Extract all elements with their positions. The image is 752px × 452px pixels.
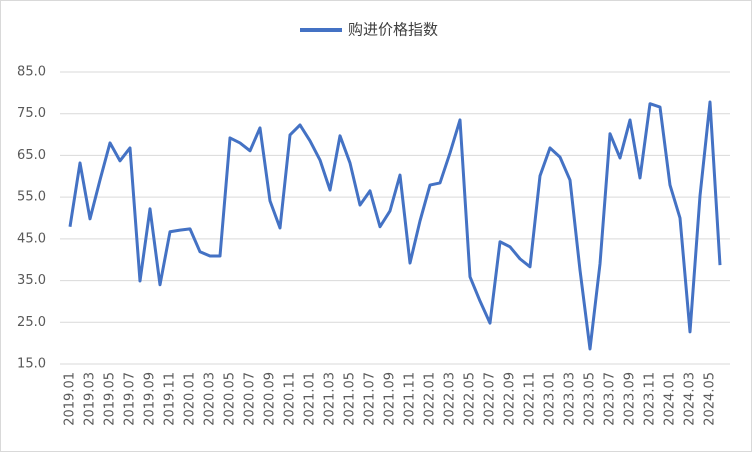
x-tick-label: 2023.03 — [563, 372, 578, 426]
x-tick-label: 2020.01 — [183, 372, 198, 426]
y-tick-label: 15.0 — [17, 357, 46, 372]
x-tick-label: 2021.07 — [363, 372, 378, 426]
x-tick-label: 2019.11 — [163, 372, 178, 426]
x-tick-label: 2023.05 — [583, 372, 598, 426]
x-tick-label: 2020.03 — [203, 372, 218, 426]
y-tick-label: 85.0 — [17, 65, 46, 80]
y-tick-label: 35.0 — [17, 273, 46, 288]
y-tick-label: 75.0 — [17, 106, 46, 121]
x-tick-label: 2024.03 — [683, 372, 698, 426]
x-tick-label: 2019.07 — [123, 372, 138, 426]
x-tick-label: 2023.11 — [643, 372, 658, 426]
x-tick-label: 2020.11 — [283, 372, 298, 426]
y-tick-label: 65.0 — [17, 148, 46, 163]
x-tick-label: 2020.05 — [223, 372, 238, 426]
x-tick-label: 2024.05 — [703, 372, 718, 426]
x-tick-label: 2021.01 — [303, 372, 318, 426]
x-tick-label: 2020.07 — [243, 372, 258, 426]
x-tick-label: 2022.11 — [523, 372, 538, 426]
x-tick-label: 2019.09 — [143, 372, 158, 426]
x-tick-label: 2019.05 — [103, 372, 118, 426]
x-tick-label: 2021.11 — [403, 372, 418, 426]
y-tick-label: 55.0 — [17, 190, 46, 205]
x-tick-label: 2021.05 — [343, 372, 358, 426]
x-tick-label: 2022.03 — [443, 372, 458, 426]
x-tick-label: 2019.03 — [83, 372, 98, 426]
x-tick-label: 2022.01 — [423, 372, 438, 426]
x-tick-label: 2019.01 — [63, 372, 78, 426]
x-tick-label: 2021.09 — [383, 372, 398, 426]
y-tick-label: 25.0 — [17, 315, 46, 330]
y-tick-label: 45.0 — [17, 231, 46, 246]
x-tick-label: 2022.09 — [503, 372, 518, 426]
x-tick-label: 2023.07 — [603, 372, 618, 426]
x-tick-label: 2023.09 — [623, 372, 638, 426]
x-tick-label: 2023.01 — [543, 372, 558, 426]
x-tick-label: 2020.09 — [263, 372, 278, 426]
x-tick-label: 2022.05 — [463, 372, 478, 426]
legend-text: 购进价格指数 — [348, 21, 438, 39]
series-line — [68, 100, 722, 351]
x-tick-label: 2022.07 — [483, 372, 498, 426]
x-tick-label: 2021.03 — [323, 372, 338, 426]
x-tick-label: 2024.01 — [663, 372, 678, 426]
